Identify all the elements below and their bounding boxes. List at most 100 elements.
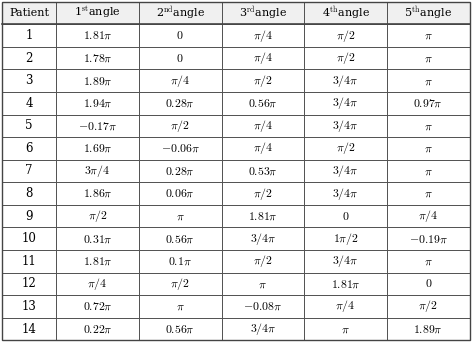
Bar	[221, 227, 304, 250]
Text: 6: 6	[25, 142, 33, 155]
Bar	[139, 92, 221, 115]
Text: $\pi/2$: $\pi/2$	[336, 50, 355, 66]
Text: 1$^{\mathrm{st}}$angle: 1$^{\mathrm{st}}$angle	[74, 5, 121, 21]
Bar	[56, 273, 139, 295]
Bar	[139, 227, 221, 250]
Bar	[387, 115, 470, 137]
Bar	[221, 137, 304, 160]
Text: $0.97\pi$: $0.97\pi$	[413, 97, 443, 110]
Text: 13: 13	[22, 300, 37, 313]
Text: $\pi/2$: $\pi/2$	[253, 73, 273, 89]
Text: 8: 8	[25, 187, 33, 200]
Bar	[139, 69, 221, 92]
Text: 3: 3	[25, 74, 33, 87]
Bar	[221, 182, 304, 205]
Text: $1.81\pi$: $1.81\pi$	[83, 255, 112, 268]
Bar	[139, 205, 221, 227]
Text: $0.72\pi$: $0.72\pi$	[83, 300, 112, 313]
Text: $\pi/2$: $\pi/2$	[170, 118, 190, 134]
Bar	[2, 24, 56, 47]
Text: $\pi/4$: $\pi/4$	[418, 208, 438, 224]
Text: $\pi/4$: $\pi/4$	[253, 28, 273, 43]
Bar	[221, 250, 304, 273]
Bar	[139, 47, 221, 69]
Text: $-0.08\pi$: $-0.08\pi$	[244, 300, 282, 313]
Bar	[387, 182, 470, 205]
Bar	[304, 137, 387, 160]
Bar	[2, 227, 56, 250]
Bar	[221, 205, 304, 227]
Text: 5$^{\mathrm{th}}$angle: 5$^{\mathrm{th}}$angle	[405, 4, 452, 22]
Bar	[387, 318, 470, 340]
Text: $1.81\pi$: $1.81\pi$	[83, 29, 112, 42]
Text: $\pi/2$: $\pi/2$	[336, 141, 355, 156]
Bar	[2, 92, 56, 115]
Text: $3/4\pi$: $3/4\pi$	[332, 163, 359, 179]
Bar	[2, 160, 56, 182]
Text: $0.28\pi$: $0.28\pi$	[165, 165, 195, 177]
Bar	[304, 2, 387, 24]
Bar	[304, 182, 387, 205]
Bar	[2, 273, 56, 295]
Bar	[221, 273, 304, 295]
Text: $\pi/4$: $\pi/4$	[336, 299, 356, 314]
Bar	[304, 69, 387, 92]
Text: $3/4\pi$: $3/4\pi$	[332, 118, 359, 134]
Bar	[2, 2, 56, 24]
Bar	[221, 115, 304, 137]
Text: $\pi/4$: $\pi/4$	[87, 276, 108, 292]
Text: $\pi/2$: $\pi/2$	[336, 28, 355, 43]
Bar	[2, 205, 56, 227]
Text: 11: 11	[22, 255, 37, 268]
Bar	[56, 227, 139, 250]
Bar	[387, 160, 470, 182]
Text: $0$: $0$	[177, 29, 184, 42]
Bar	[139, 160, 221, 182]
Text: $1.78\pi$: $1.78\pi$	[83, 52, 112, 65]
Text: $3\pi/4$: $3\pi/4$	[84, 163, 110, 179]
Bar	[56, 47, 139, 69]
Text: $-0.19\pi$: $-0.19\pi$	[409, 232, 448, 245]
Bar	[2, 318, 56, 340]
Bar	[221, 69, 304, 92]
Bar	[221, 92, 304, 115]
Bar	[304, 115, 387, 137]
Text: $3/4\pi$: $3/4\pi$	[332, 253, 359, 269]
Bar	[387, 295, 470, 318]
Bar	[304, 250, 387, 273]
Bar	[304, 318, 387, 340]
Text: $0$: $0$	[342, 210, 349, 223]
Text: $0.22\pi$: $0.22\pi$	[83, 323, 112, 336]
Text: 10: 10	[22, 232, 37, 245]
Text: $\pi$: $\pi$	[424, 255, 433, 268]
Text: $\pi$: $\pi$	[176, 300, 185, 313]
Bar	[56, 137, 139, 160]
Bar	[139, 2, 221, 24]
Text: $1.94\pi$: $1.94\pi$	[83, 97, 112, 110]
Text: $3/4\pi$: $3/4\pi$	[332, 73, 359, 89]
Bar	[139, 137, 221, 160]
Text: 2$^{\mathrm{nd}}$angle: 2$^{\mathrm{nd}}$angle	[155, 4, 205, 22]
Text: $0.53\pi$: $0.53\pi$	[248, 165, 278, 177]
Text: $0$: $0$	[177, 52, 184, 65]
Text: $\pi$: $\pi$	[424, 74, 433, 87]
Bar	[139, 115, 221, 137]
Text: $\pi/4$: $\pi/4$	[253, 141, 273, 156]
Text: $1.86\pi$: $1.86\pi$	[83, 187, 112, 200]
Text: $0.1\pi$: $0.1\pi$	[168, 255, 192, 268]
Text: $\pi$: $\pi$	[424, 187, 433, 200]
Text: $3/4\pi$: $3/4\pi$	[250, 231, 276, 247]
Text: $\pi$: $\pi$	[424, 142, 433, 155]
Text: $1.89\pi$: $1.89\pi$	[413, 323, 443, 336]
Bar	[2, 69, 56, 92]
Bar	[2, 250, 56, 273]
Bar	[56, 182, 139, 205]
Text: $1.81\pi$: $1.81\pi$	[248, 210, 278, 223]
Text: 12: 12	[22, 277, 37, 290]
Text: 14: 14	[22, 323, 37, 336]
Bar	[139, 295, 221, 318]
Bar	[221, 47, 304, 69]
Bar	[2, 182, 56, 205]
Bar	[304, 160, 387, 182]
Text: $0.06\pi$: $0.06\pi$	[165, 187, 195, 200]
